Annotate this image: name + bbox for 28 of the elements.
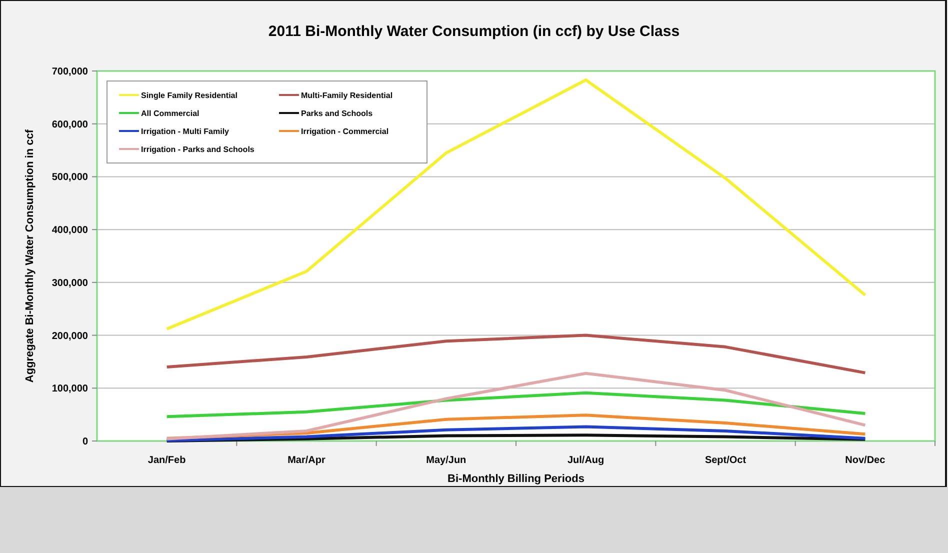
legend-label: Parks and Schools xyxy=(301,108,374,118)
x-tick-label: Jan/Feb xyxy=(148,455,186,466)
y-tick-label: 400,000 xyxy=(52,225,88,236)
y-tick-label: 200,000 xyxy=(52,330,88,342)
x-tick-label: Sept/Oct xyxy=(704,455,747,466)
x-tick-label: Nov/Dec xyxy=(845,455,886,466)
y-tick-label: 500,000 xyxy=(52,172,88,184)
y-tick-label: 0 xyxy=(82,436,88,448)
x-tick-label: May/Jun xyxy=(426,455,466,466)
line-series xyxy=(165,334,867,374)
x-tick-label: Jul/Aug xyxy=(567,455,604,466)
y-tick-label: 600,000 xyxy=(52,119,88,130)
y-tick-label: 100,000 xyxy=(52,384,88,395)
y-tick-label: 700,000 xyxy=(52,66,88,78)
legend-label: Irrigation - Multi Family xyxy=(141,126,230,136)
line-series xyxy=(165,391,867,418)
legend-label: All Commercial xyxy=(141,108,200,118)
legend-label: Single Family Residential xyxy=(141,90,238,100)
line-series xyxy=(165,372,867,440)
y-axis-title: Aggregate Bi-Monthly Water Consumption in ccf xyxy=(24,129,36,383)
legend-label: Irrigation - Commercial xyxy=(301,126,389,136)
x-axis-title: Bi-Monthly Billing Periods xyxy=(448,473,584,485)
legend-label: Irrigation - Parks and Schools xyxy=(141,144,255,154)
line-series xyxy=(165,425,867,442)
legend-label: Multi-Family Residential xyxy=(301,90,393,100)
x-tick-label: Mar/Apr xyxy=(288,455,326,466)
y-tick-label: 300,000 xyxy=(52,278,88,289)
chart-title: 2011 Bi-Monthly Water Consumption (in ccf) by Use Class xyxy=(268,23,680,40)
